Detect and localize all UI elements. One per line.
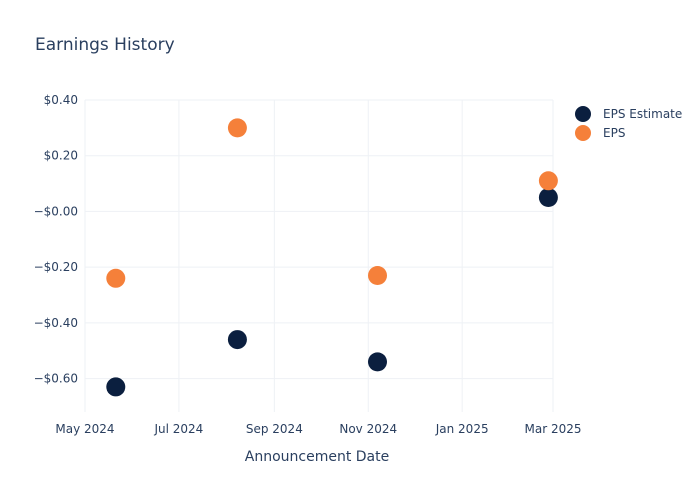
legend-label[interactable]: EPS Estimate (603, 107, 682, 121)
eps-estimate-point[interactable] (227, 330, 247, 350)
eps-point[interactable] (227, 118, 247, 138)
y-tick-label: $0.40 (44, 93, 78, 107)
y-tick-label: −$0.40 (34, 316, 78, 330)
y-axis-ticks: $0.40 $0.20 −$0.00 −$0.20 −$0.40 −$0.60 (34, 93, 78, 386)
y-tick-label: −$0.60 (34, 372, 78, 386)
y-tick-label: $0.20 (44, 149, 78, 163)
legend: EPS Estimate EPS (575, 106, 682, 141)
eps-estimate-point[interactable] (538, 188, 558, 207)
eps-estimate-point[interactable] (368, 352, 387, 372)
y-tick-label: −$0.20 (34, 260, 78, 274)
data-points (106, 118, 558, 397)
legend-label[interactable]: EPS (603, 126, 625, 140)
x-tick-label: Jan 2025 (435, 422, 489, 436)
x-tick-label: Nov 2024 (339, 422, 397, 436)
y-tick-label: −$0.00 (34, 204, 78, 218)
x-axis-ticks: May 2024 Jul 2024 Sep 2024 Nov 2024 Jan 2025… (55, 422, 581, 436)
chart-title: Earnings History (35, 35, 175, 55)
eps-point[interactable] (368, 266, 387, 285)
x-axis-title: Announcement Date (245, 449, 389, 465)
x-tick-label: Jul 2024 (153, 422, 203, 436)
x-tick-label: May 2024 (55, 422, 114, 436)
eps-point[interactable] (106, 268, 126, 288)
eps-estimate-point[interactable] (106, 377, 126, 397)
eps-point[interactable] (538, 171, 558, 191)
grid-layer (84, 99, 554, 412)
legend-marker (575, 106, 591, 122)
x-tick-label: Mar 2025 (525, 422, 582, 436)
x-tick-label: Sep 2024 (246, 422, 303, 436)
legend-marker (575, 125, 591, 141)
